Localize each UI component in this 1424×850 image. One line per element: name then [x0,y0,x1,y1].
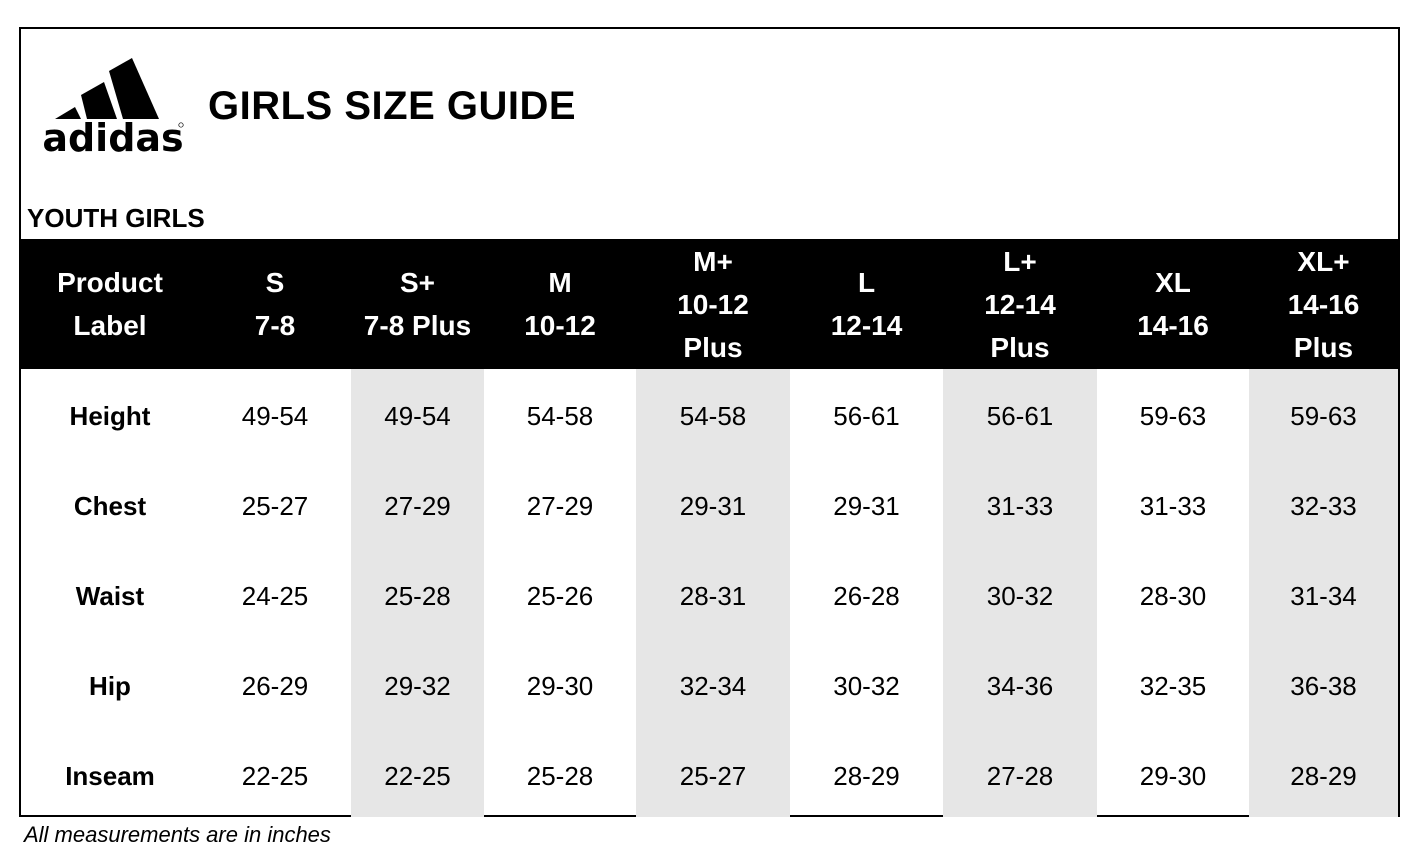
header-size-s-plus: S+ 7-8 Plus [363,267,472,341]
table-cell: 49-54 [384,400,451,431]
table-cell: 22-25 [384,760,451,791]
footnote: All measurements are in inches [24,822,331,847]
header-size-xl: XL 14-16 [1137,267,1209,341]
table-cell: 27-29 [384,490,451,521]
header-size-m-plus: M+ 10-12 Plus [677,245,749,363]
adidas-logo-icon: adidas [42,58,184,155]
table-cell: 56-61 [833,400,900,431]
table-cell: 25-27 [679,760,747,791]
table-cell: 36-38 [1290,670,1357,701]
section-heading: YOUTH GIRLS [27,203,205,233]
header-size-s: S 7-8 [254,267,296,341]
row-label: Height [69,400,151,431]
table-cell: 29-31 [679,490,747,521]
shaded-column-xl-plus [1249,369,1398,817]
table-cell: 25-28 [384,580,451,611]
table-row-chest: Chest 25-27 27-29 27-29 29-31 29-31 31-3… [21,461,1398,551]
table-cell: 27-29 [526,490,594,521]
table-cell: 34-36 [986,670,1054,701]
row-label: Inseam [65,760,155,791]
table-row-inseam: Inseam 22-25 22-25 25-28 25-27 28-29 27-… [21,731,1398,821]
table-cell: 30-32 [833,670,900,701]
table-cell: 32-33 [1290,490,1357,521]
table-cell: 49-54 [241,400,309,431]
table-row-hip: Hip 26-29 29-32 29-30 32-34 30-32 34-36 … [21,641,1398,731]
table-cell: 59-63 [1290,400,1357,431]
shaded-column-l-plus [943,369,1097,817]
header-size-l: L 12-14 [830,267,903,341]
row-label: Hip [89,670,131,701]
adidas-logo: adidas [41,57,186,155]
page-title: GIRLS SIZE GUIDE [208,84,577,128]
table-cell: 24-25 [241,580,309,611]
shaded-column-m-plus [636,369,790,817]
table-cell: 59-63 [1139,400,1207,431]
table-cell: 29-31 [833,490,900,521]
row-label: Waist [75,580,145,611]
header-size-xl-plus: XL+ 14-16 Plus [1287,245,1360,363]
table-cell: 32-35 [1139,670,1207,701]
adidas-wordmark: adidas [42,116,183,155]
table-cell: 28-29 [1290,760,1357,791]
table-cell: 54-58 [526,400,594,431]
table-cell: 26-29 [241,670,309,701]
table-cell: 29-30 [1139,760,1207,791]
table-cell: 28-29 [833,760,900,791]
table-header: Product Label S 7-8 S+ 7-8 Plus M 10-12 … [21,239,1398,369]
table-cell: 27-28 [986,760,1054,791]
table-cell: 25-26 [526,580,594,611]
table-cell: 31-33 [986,490,1054,521]
table-cell: 28-30 [1139,580,1207,611]
size-guide-frame: adidas GIRLS SIZE GUIDE YOUTH GIRLS Prod… [19,27,1400,817]
table-cell: 22-25 [241,760,309,791]
table-cell: 56-61 [986,400,1054,431]
table-cell: 29-32 [384,670,451,701]
table-cell: 25-28 [526,760,594,791]
table-cell: 29-30 [526,670,594,701]
table-cell: 30-32 [986,580,1054,611]
table-row-height: Height 49-54 49-54 54-58 54-58 56-61 56-… [21,371,1398,461]
row-label: Chest [73,490,147,521]
table-cell: 25-27 [241,490,309,521]
table-cell: 31-33 [1139,490,1207,521]
table-cell: 31-34 [1290,580,1357,611]
table-cell: 26-28 [833,580,900,611]
table-cell: 28-31 [679,580,747,611]
table-cell: 32-34 [679,670,747,701]
table-cell: 54-58 [679,400,747,431]
table-row-waist: Waist 24-25 25-28 25-26 28-31 26-28 30-3… [21,551,1398,641]
header-product-label: Product Label [57,267,163,341]
header-size-l-plus: L+ 12-14 Plus [984,245,1056,363]
header-size-m: M 10-12 [524,267,596,341]
shaded-column-s-plus [351,369,484,817]
